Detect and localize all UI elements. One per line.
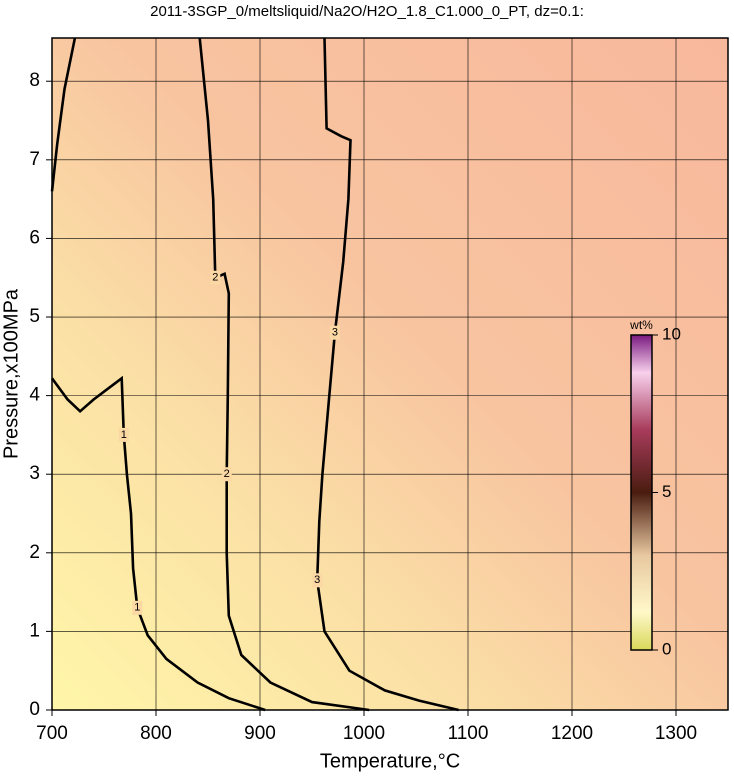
x-axis-label: Temperature,°C [320, 750, 460, 772]
contour-label-bg [312, 573, 323, 588]
y-tick-label: 0 [29, 699, 40, 720]
chart-title: 2011-3SGP_0/meltsliquid/Na2O/H2O_1.8_C1.… [150, 3, 584, 20]
contour-label-bg [118, 427, 129, 442]
colorbar-tick-label: 10 [662, 324, 681, 343]
colorbar [630, 334, 653, 651]
x-tick-label: 1000 [343, 723, 385, 744]
y-tick-label: 5 [29, 306, 40, 327]
colorbar-label: wt% [629, 318, 653, 332]
contour-label: 2 [224, 468, 230, 480]
x-tick-label: 1300 [655, 723, 697, 744]
contour-label-bg [210, 270, 221, 285]
x-tick-label: 900 [244, 723, 276, 744]
contour-label-bg [221, 467, 232, 482]
contour-line [315, 37, 459, 712]
y-tick-label: 1 [29, 620, 40, 641]
contour-label: 1 [121, 429, 127, 441]
contour-label: 2 [212, 272, 218, 284]
contour-line [50, 37, 370, 712]
colorbar-tick-label: 5 [662, 482, 671, 501]
y-tick-label: 6 [29, 227, 40, 248]
y-tick-label: 3 [29, 463, 40, 484]
y-tick-label: 7 [29, 149, 40, 170]
contour-label: 3 [314, 574, 320, 586]
x-tick-label: 800 [140, 723, 172, 744]
colorbar-tick-label: 0 [662, 639, 671, 658]
plot-background [52, 38, 728, 710]
y-tick-label: 8 [29, 70, 40, 91]
contour-label: 3 [332, 327, 338, 339]
y-tick-label: 2 [29, 542, 40, 563]
y-tick-label: 4 [29, 385, 40, 406]
x-tick-label: 1100 [448, 723, 489, 744]
contour-label-bg [132, 600, 143, 615]
contour-line [50, 375, 266, 712]
plot-frame [51, 37, 729, 711]
x-tick-label: 1200 [551, 723, 593, 744]
contour-label: 1 [134, 602, 140, 614]
x-tick-label: 700 [36, 723, 68, 744]
y-axis-label: Pressure,x100MPa [0, 288, 22, 459]
contour-label-bg [329, 325, 340, 340]
